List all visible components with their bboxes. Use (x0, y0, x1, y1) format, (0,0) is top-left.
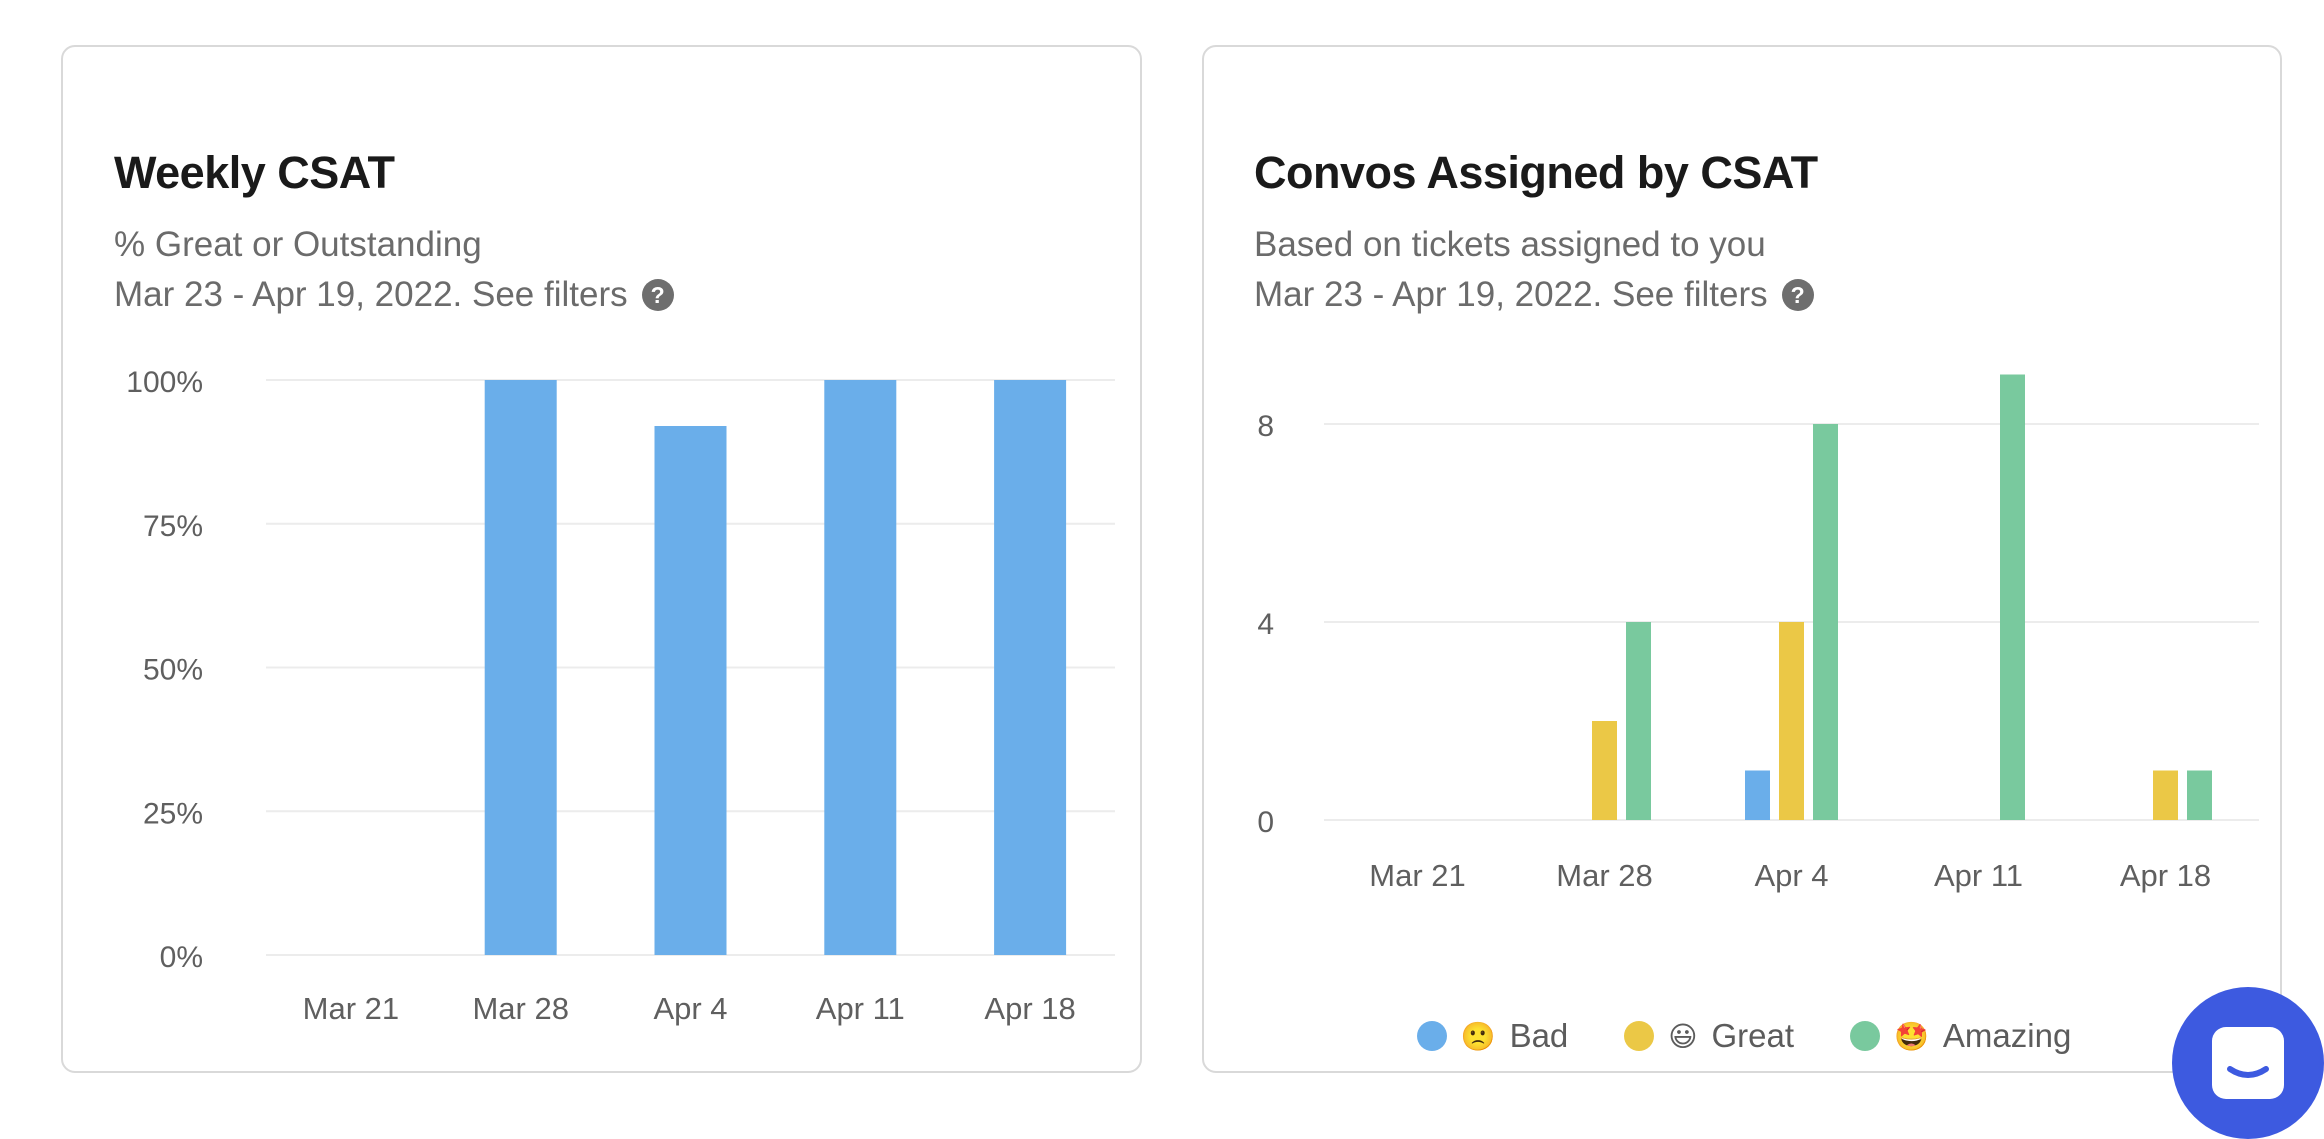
chart-legend: 🙁 Bad 😃 Great 🤩 Amazing (1204, 1017, 2284, 1055)
chat-launcher-button[interactable] (2172, 987, 2324, 1139)
bar (994, 380, 1067, 955)
frown-emoji-icon: 🙁 (1460, 1020, 1496, 1052)
x-tick-label: Apr 18 (984, 991, 1075, 1026)
weekly-csat-card: Weekly CSAT % Great or Outstanding Mar 2… (61, 45, 1142, 1073)
y-tick-label: 0% (160, 941, 203, 974)
bar-amazing (2000, 374, 2025, 820)
x-tick-label: Mar 21 (303, 991, 399, 1026)
help-icon[interactable]: ? (1781, 279, 1814, 311)
bar-great (1779, 622, 1804, 820)
bar-amazing (1626, 622, 1651, 820)
x-tick-label: Apr 18 (2120, 858, 2211, 893)
legend-dot (1416, 1021, 1447, 1051)
bar (484, 380, 557, 955)
bar (824, 380, 897, 955)
bar-amazing (1813, 424, 1838, 820)
star-struck-emoji-icon: 🤩 (1894, 1020, 1929, 1052)
convos-csat-chart: 0 4 8 Mar 21 Mar 28 Apr 4 Apr 11 Apr 18 (1257, 374, 2259, 893)
bar-amazing (2187, 770, 2212, 820)
legend-dot (1850, 1021, 1881, 1051)
y-tick-label: 4 (1257, 608, 1274, 641)
bar-great (1592, 721, 1617, 820)
legend-dot (1624, 1021, 1655, 1051)
legend-label: Bad (1509, 1017, 1569, 1054)
date-range-row: Mar 23 - Apr 19, 2022. See filters ? (1254, 275, 1814, 315)
smile-emoji-icon: 😃 (1668, 1020, 1698, 1052)
x-tick-label: Apr 4 (1754, 858, 1828, 893)
x-tick-label: Mar 28 (472, 991, 568, 1026)
x-tick-label: Apr 11 (1934, 858, 2023, 893)
card-subtitle: Based on tickets assigned to you (1254, 225, 1766, 264)
help-icon[interactable]: ? (641, 279, 674, 311)
y-tick-label: 25% (143, 797, 203, 830)
convos-assigned-card: Convos Assigned by CSAT Based on tickets… (1202, 45, 2282, 1073)
date-range-row: Mar 23 - Apr 19, 2022. See filters ? (114, 275, 674, 315)
y-tick-label: 8 (1257, 410, 1274, 443)
card-subtitle: % Great or Outstanding (114, 225, 482, 264)
card-title: Convos Assigned by CSAT (1254, 147, 1818, 198)
legend-label: Great (1711, 1017, 1795, 1054)
x-tick-label: Apr 11 (816, 991, 905, 1026)
legend-label: Amazing (1942, 1017, 2072, 1054)
bar-great (2153, 770, 2178, 820)
y-tick-label: 50% (143, 654, 203, 687)
y-tick-label: 75% (143, 510, 203, 543)
bar-bad (1745, 770, 1770, 820)
x-tick-label: Apr 4 (653, 991, 727, 1026)
y-tick-label: 100% (126, 366, 203, 399)
card-title: Weekly CSAT (114, 147, 395, 198)
date-range-filters-link[interactable]: Mar 23 - Apr 19, 2022. See filters (1254, 275, 1768, 314)
y-tick-label: 0 (1257, 806, 1274, 839)
weekly-csat-chart: 0% 25% 50% 75% 100% Mar 21 Mar 28 Apr 4 Apr 11 Ap… (126, 366, 1115, 1026)
legend-item-bad[interactable]: 🙁 Bad (1416, 1017, 1569, 1055)
x-tick-label: Mar 21 (1369, 858, 1465, 893)
legend-item-amazing[interactable]: 🤩 Amazing (1850, 1017, 2071, 1055)
x-tick-label: Mar 28 (1556, 858, 1652, 893)
chat-bubble-icon (2212, 1027, 2284, 1099)
legend-item-great[interactable]: 😃 Great (1624, 1017, 1794, 1055)
bar (654, 426, 727, 955)
date-range-filters-link[interactable]: Mar 23 - Apr 19, 2022. See filters (114, 275, 628, 314)
